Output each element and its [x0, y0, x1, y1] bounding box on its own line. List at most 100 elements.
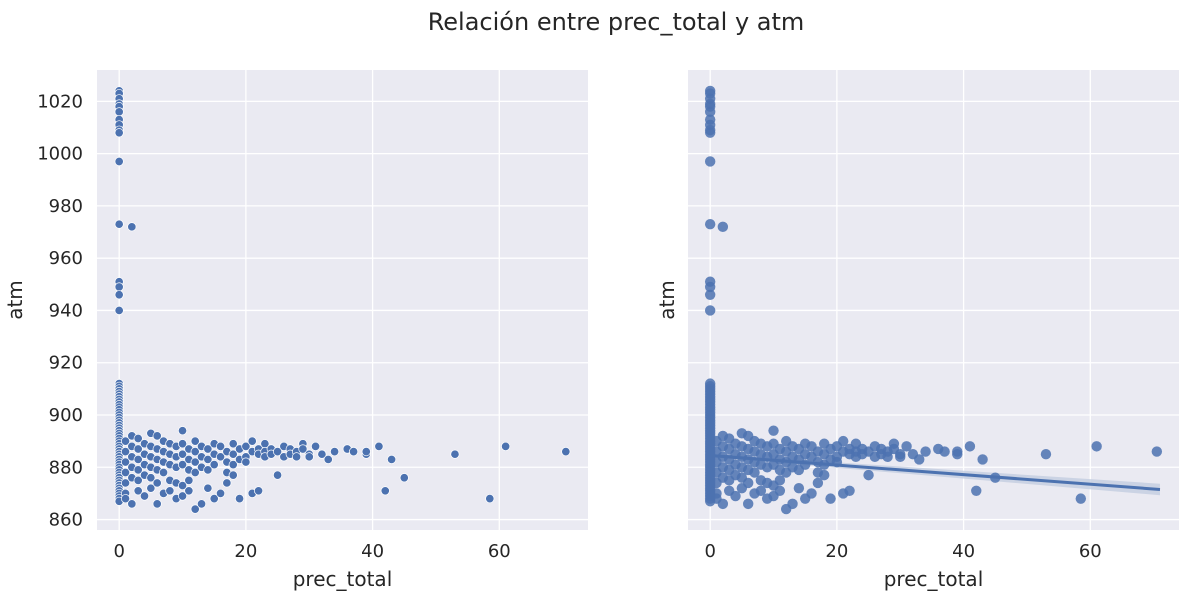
data-point [380, 486, 390, 496]
data-point [704, 106, 716, 118]
data-point [196, 499, 207, 509]
data-point [254, 486, 264, 496]
data-point [361, 447, 371, 457]
x-tick-label: 40 [952, 541, 975, 562]
x-tick-label: 40 [361, 541, 384, 562]
data-point [387, 454, 397, 464]
data-point [177, 460, 188, 470]
data-point [158, 467, 169, 478]
data-point [114, 107, 124, 117]
data-point [203, 454, 213, 464]
data-point [133, 433, 143, 444]
data-point [203, 444, 213, 454]
data-point [895, 451, 906, 463]
regression-line [710, 454, 1161, 491]
data-point [844, 485, 855, 496]
figure-title: Relación entre prec_total y atm [428, 8, 805, 36]
data-point [882, 451, 893, 463]
data-point [190, 467, 200, 478]
data-point [114, 282, 124, 292]
data-point [273, 447, 283, 457]
data-point [730, 490, 741, 502]
data-point [177, 481, 188, 491]
data-point [561, 447, 571, 457]
data-point [215, 441, 226, 451]
data-point [964, 441, 976, 452]
data-point [127, 499, 137, 509]
data-point [184, 486, 194, 496]
y-tick-label: 980 [49, 196, 83, 217]
data-point [133, 475, 143, 485]
x-tick-label: 60 [488, 541, 511, 562]
left-points [114, 86, 571, 514]
data-point [241, 457, 251, 467]
data-point [819, 469, 830, 481]
data-point [209, 460, 219, 470]
data-point [177, 439, 188, 449]
data-point [190, 457, 200, 467]
data-point [292, 452, 302, 462]
x-tick-label: 0 [704, 541, 715, 562]
data-point [349, 447, 359, 457]
y-tick-label: 880 [49, 457, 83, 478]
data-point [330, 447, 340, 457]
x-tick-label: 60 [1079, 541, 1102, 562]
data-point [939, 446, 950, 457]
data-point [114, 219, 124, 229]
data-point [742, 498, 754, 510]
data-point [184, 475, 194, 485]
data-point [127, 222, 137, 232]
right-points [704, 85, 1163, 515]
data-point [146, 483, 156, 493]
data-point [450, 449, 460, 459]
left-scatter-panel: 0 20 40 60 860 880 900 920 940 960 980 1000 1020 pre… [3, 70, 588, 591]
data-point [120, 467, 131, 478]
data-point [742, 477, 754, 489]
data-point [774, 485, 786, 496]
data-point [228, 470, 238, 480]
data-point [787, 498, 798, 510]
data-point [838, 435, 849, 447]
right-x-axis-label: prec_total [884, 567, 984, 591]
data-point [704, 289, 716, 300]
data-point [114, 305, 124, 316]
y-tick-label: 1020 [37, 91, 83, 112]
data-point [399, 473, 409, 483]
data-point [704, 219, 716, 230]
y-tick-label: 940 [49, 300, 83, 321]
data-point [717, 498, 729, 510]
y-tick-label: 860 [49, 510, 83, 531]
x-tick-label: 20 [234, 541, 257, 562]
data-point [139, 491, 150, 501]
data-point [863, 469, 874, 481]
data-point [793, 482, 805, 494]
data-point [165, 486, 175, 496]
data-point [241, 441, 251, 451]
data-point [774, 475, 786, 486]
data-point [1091, 441, 1102, 452]
data-point [501, 441, 511, 451]
data-point [177, 491, 188, 501]
data-point [298, 444, 308, 454]
right-y-axis-label: atm [655, 280, 679, 320]
data-point [114, 128, 124, 138]
left-y-axis-label: atm [3, 280, 27, 320]
data-point [228, 460, 238, 470]
data-point [133, 465, 143, 475]
left-x-axis-label: prec_total [293, 567, 393, 591]
y-tick-label: 900 [49, 405, 83, 426]
data-point [152, 431, 162, 441]
data-point [120, 478, 131, 488]
data-point [317, 449, 327, 459]
data-point [190, 447, 200, 457]
data-point [704, 127, 716, 138]
data-point [120, 436, 131, 446]
data-point [247, 436, 257, 446]
data-point [812, 477, 824, 489]
data-point [971, 485, 982, 496]
data-point [825, 493, 836, 504]
data-point [133, 454, 143, 464]
data-point [152, 499, 162, 509]
left-grid [97, 70, 588, 530]
